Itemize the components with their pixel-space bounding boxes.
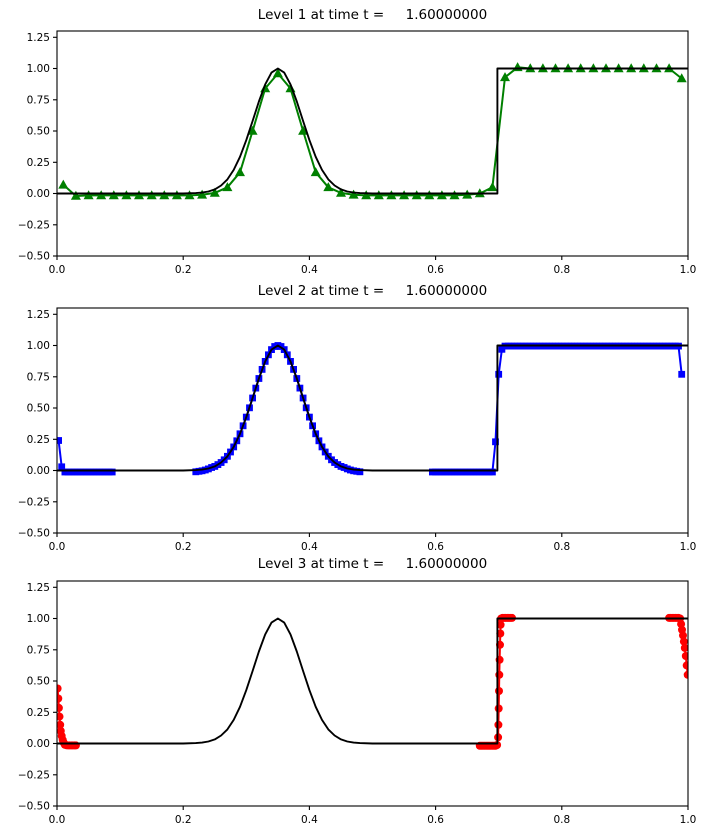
subplot-1: 0.0 0.2 0.4 0.6 0.8 1.0 1.25 1.00 0.75 0.50 0.25 0.… — [18, 30, 697, 276]
svg-text:−0.25: −0.25 — [18, 770, 50, 782]
svg-text:0.2: 0.2 — [175, 814, 192, 826]
y-axis-ticks: 1.25 1.00 0.75 0.50 0.25 0.00 −0.25 −0.50 — [18, 309, 57, 540]
axes-frame — [56, 580, 689, 807]
svg-text:1.25: 1.25 — [27, 582, 50, 594]
svg-text:0.25: 0.25 — [27, 157, 50, 169]
svg-text:0.8: 0.8 — [553, 264, 570, 276]
svg-text:0.0: 0.0 — [49, 264, 66, 276]
svg-text:0.00: 0.00 — [27, 465, 50, 477]
exact-solution-line — [57, 344, 688, 472]
svg-text:−0.25: −0.25 — [18, 220, 50, 232]
svg-text:−0.50: −0.50 — [18, 528, 50, 540]
svg-text:0.4: 0.4 — [301, 264, 318, 276]
svg-text:0.6: 0.6 — [427, 264, 444, 276]
svg-text:0.8: 0.8 — [553, 541, 570, 553]
svg-text:1.00: 1.00 — [27, 340, 50, 352]
svg-text:1.0: 1.0 — [680, 264, 697, 276]
subplot-3-series — [57, 613, 688, 750]
subplot-1-title: Level 1 at time t = 1.60000000 — [257, 7, 488, 23]
svg-text:0.75: 0.75 — [27, 645, 50, 657]
svg-text:0.50: 0.50 — [27, 403, 50, 415]
exact-solution-line — [57, 617, 688, 745]
svg-text:0.4: 0.4 — [301, 541, 318, 553]
svg-text:−0.50: −0.50 — [18, 251, 50, 263]
level-3-markers — [57, 613, 688, 750]
svg-text:−0.50: −0.50 — [18, 801, 50, 813]
svg-text:0.0: 0.0 — [49, 814, 66, 826]
svg-text:0.25: 0.25 — [27, 434, 50, 446]
x-axis-ticks: 0.0 0.2 0.4 0.6 0.8 1.0 — [49, 533, 697, 553]
svg-text:1.00: 1.00 — [27, 63, 50, 75]
svg-text:0.75: 0.75 — [27, 372, 50, 384]
level-2-markers — [57, 342, 686, 476]
svg-text:1.0: 1.0 — [680, 814, 697, 826]
y-axis-ticks: 1.25 1.00 0.75 0.50 0.25 0.00 −0.25 −0.50 — [18, 32, 57, 263]
svg-text:0.4: 0.4 — [301, 814, 318, 826]
subplot-3: 0.0 0.2 0.4 0.6 0.8 1.0 1.25 1.00 0.75 0.50 0.25 0.… — [18, 580, 697, 826]
subplot-2: 0.0 0.2 0.4 0.6 0.8 1.0 1.25 1.00 0.75 0.50 0.25 0.… — [18, 307, 697, 553]
svg-text:−0.25: −0.25 — [18, 497, 50, 509]
svg-text:0.00: 0.00 — [27, 738, 50, 750]
y-axis-ticks: 1.25 1.00 0.75 0.50 0.25 0.00 −0.25 −0.50 — [18, 582, 57, 813]
level-1-markers — [58, 62, 687, 200]
svg-text:0.50: 0.50 — [27, 676, 50, 688]
svg-text:1.25: 1.25 — [27, 309, 50, 321]
x-axis-ticks: 0.0 0.2 0.4 0.6 0.8 1.0 — [49, 806, 697, 826]
axes-frame — [56, 307, 689, 534]
x-axis-ticks: 0.0 0.2 0.4 0.6 0.8 1.0 — [49, 256, 697, 276]
svg-text:0.8: 0.8 — [553, 814, 570, 826]
svg-text:0.50: 0.50 — [27, 126, 50, 138]
svg-text:0.6: 0.6 — [427, 814, 444, 826]
subplot-1-series — [57, 62, 688, 200]
svg-text:0.2: 0.2 — [175, 541, 192, 553]
svg-text:1.0: 1.0 — [680, 541, 697, 553]
svg-text:0.6: 0.6 — [427, 541, 444, 553]
svg-text:0.25: 0.25 — [27, 707, 50, 719]
subplot-3-title: Level 3 at time t = 1.60000000 — [257, 556, 488, 572]
axes-frame — [56, 30, 689, 257]
svg-text:0.00: 0.00 — [27, 188, 50, 200]
svg-text:1.00: 1.00 — [27, 613, 50, 625]
subplot-2-title: Level 2 at time t = 1.60000000 — [257, 283, 488, 299]
subplot-2-series — [57, 342, 688, 476]
svg-text:1.25: 1.25 — [27, 32, 50, 44]
svg-text:0.2: 0.2 — [175, 264, 192, 276]
svg-text:0.0: 0.0 — [49, 541, 66, 553]
exact-solution-line — [57, 67, 688, 195]
svg-text:0.75: 0.75 — [27, 95, 50, 107]
